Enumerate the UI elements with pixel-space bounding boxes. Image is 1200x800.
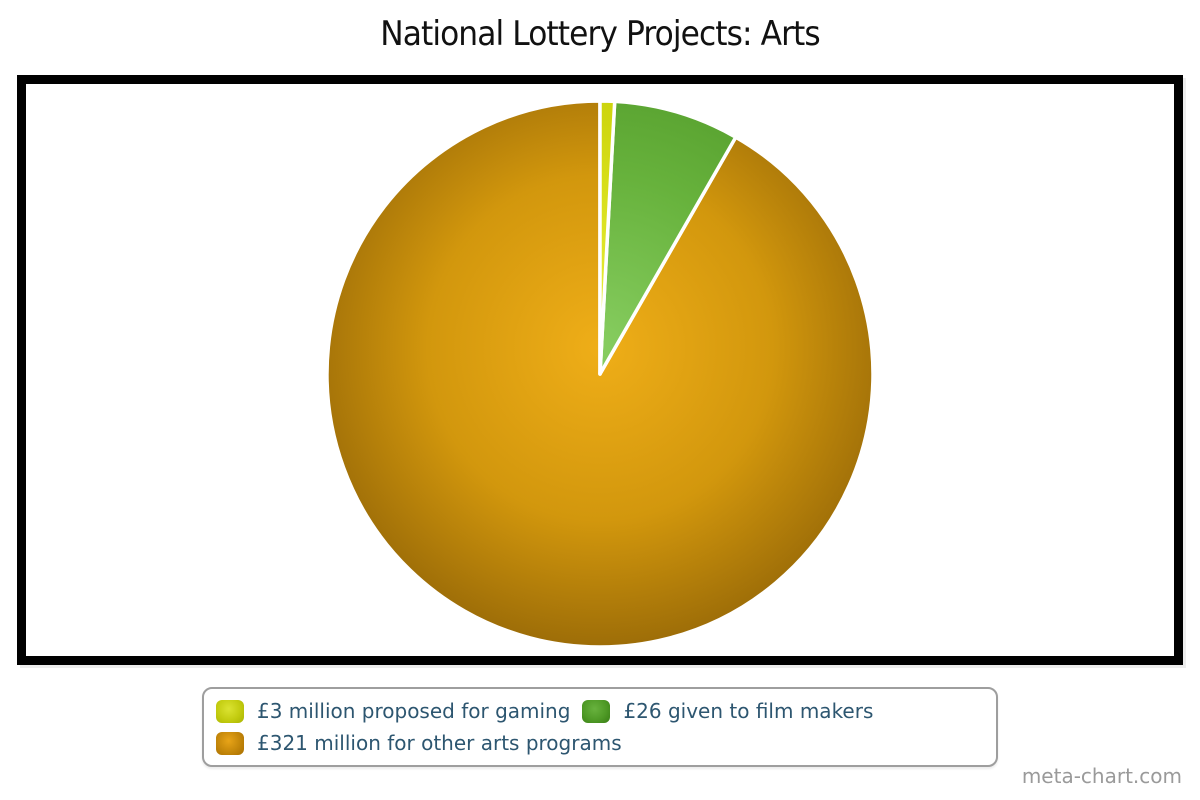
legend-item-film-makers: £26 given to film makers (582, 695, 873, 727)
page-title: National Lottery Projects: Arts (380, 14, 820, 54)
legend-label-film-makers: £26 given to film makers (623, 699, 874, 723)
legend-item-gaming: £3 million proposed for gaming (216, 695, 570, 727)
pie-slice-film-makers (598, 99, 738, 376)
legend-item-other-arts: £321 million for other arts programs (216, 727, 622, 759)
legend-label-other-arts: £321 million for other arts programs (257, 731, 622, 755)
legend-label-gaming: £3 million proposed for gaming (257, 699, 571, 723)
legend-swatch-gaming-icon (216, 699, 244, 723)
pie-slice-gaming (598, 99, 617, 376)
legend: £3 million proposed for gaming £26 given… (202, 687, 998, 767)
watermark: meta-chart.com (1021, 764, 1182, 788)
legend-swatch-other-arts-icon (216, 731, 244, 755)
legend-swatch-film-makers-icon (582, 699, 611, 723)
